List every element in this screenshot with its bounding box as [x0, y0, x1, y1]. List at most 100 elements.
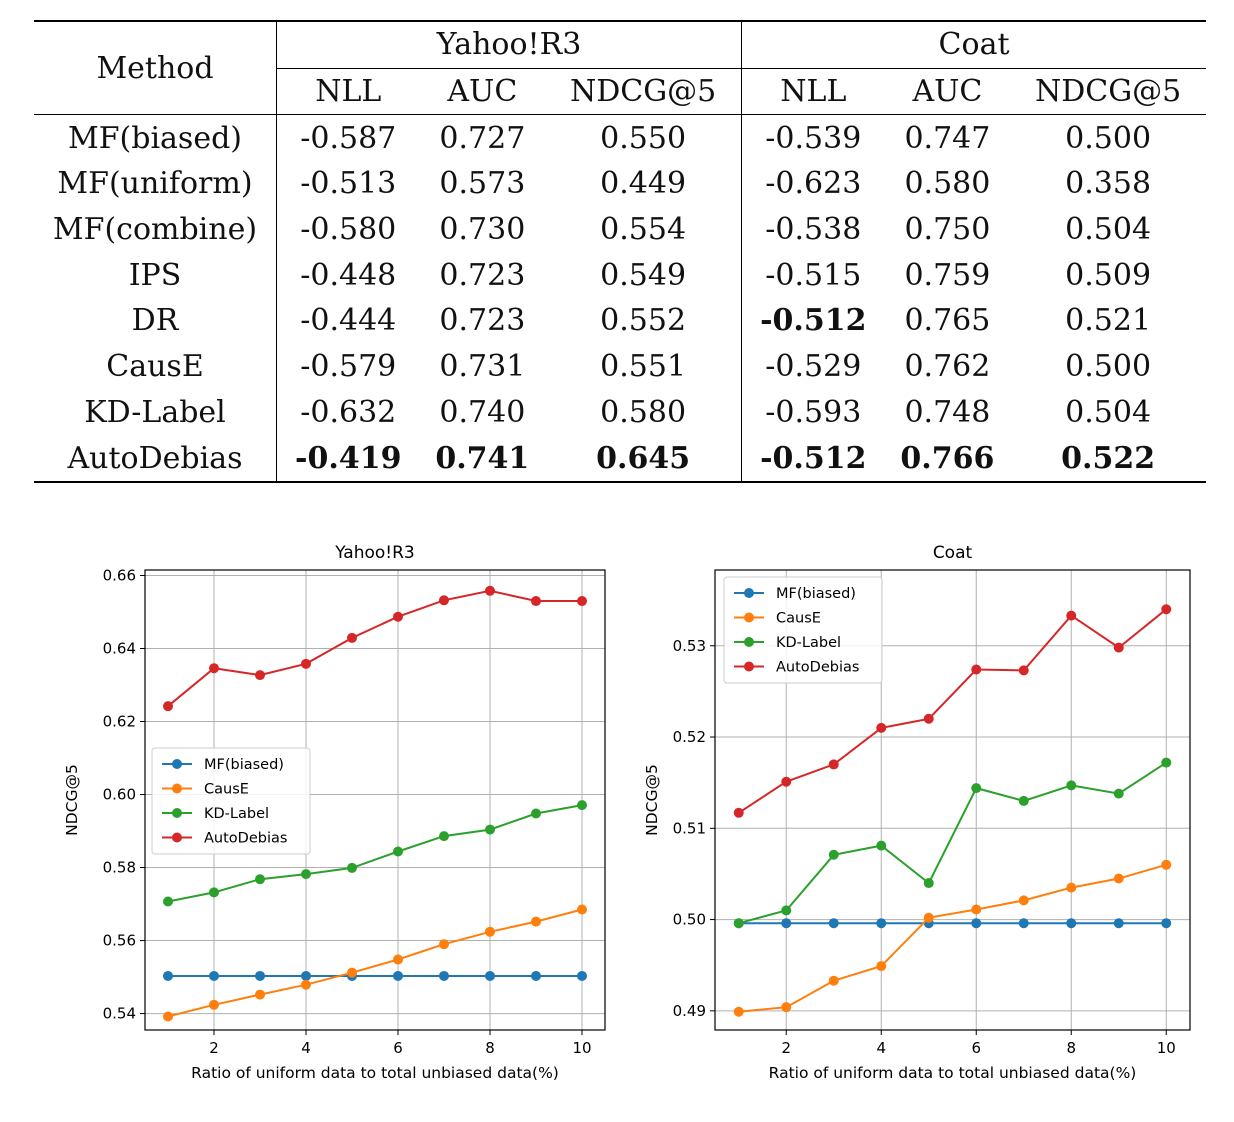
method-cell: IPS — [34, 252, 277, 299]
data-point — [347, 967, 357, 978]
data-point — [971, 664, 982, 675]
metric-header: NLL — [276, 68, 420, 116]
legend-label: AutoDebias — [776, 660, 859, 676]
metric-header: AUC — [884, 68, 1011, 116]
x-tick-label: 6 — [971, 1039, 981, 1057]
y-tick-label: 0.60 — [103, 786, 136, 804]
metric-header: NDCG@5 — [1010, 68, 1206, 116]
method-header: Method — [34, 20, 277, 116]
data-point — [577, 904, 587, 915]
x-tick-label: 6 — [393, 1039, 403, 1057]
method-cell: MF(combine) — [34, 206, 277, 253]
x-tick-label: 8 — [1066, 1039, 1076, 1057]
value-cell: -0.444 — [300, 303, 397, 339]
data-point — [1161, 918, 1172, 929]
legend-marker — [744, 612, 754, 623]
data-point — [828, 918, 839, 929]
data-point — [828, 975, 839, 986]
value-cell: 0.509 — [1065, 257, 1152, 293]
value-cell: 0.580 — [545, 389, 743, 436]
data-point — [347, 862, 357, 873]
data-point — [301, 970, 311, 981]
method-cell: MF(biased) — [34, 114, 277, 162]
results-table: Method Yahoo!R3 Coat NLL AUC NDCG@5 NLL … — [34, 19, 1206, 483]
value-cell: 0.551 — [545, 343, 743, 390]
legend-label: AutoDebias — [204, 831, 287, 847]
data-point — [733, 1006, 744, 1017]
value-cell: 0.500 — [1065, 349, 1152, 385]
value-cell: -0.512 — [741, 435, 885, 483]
value-cell: 0.358 — [1065, 166, 1152, 202]
y-axis-label: NDCG@5 — [63, 764, 81, 836]
data-point — [1161, 604, 1172, 615]
x-tick-label: 10 — [1157, 1039, 1176, 1057]
data-point — [209, 887, 219, 898]
table-row: MF(biased) -0.587 0.727 0.550 -0.539 0.747 0.5… — [34, 114, 1206, 162]
value-cell: 0.750 — [904, 212, 991, 248]
value-cell: 0.740 — [439, 394, 526, 430]
data-point — [1066, 882, 1077, 893]
results-table-wrapper: Method Yahoo!R3 Coat NLL AUC NDCG@5 NLL … — [34, 19, 1206, 483]
value-cell: 0.573 — [439, 166, 526, 202]
value-cell: 0.550 — [545, 114, 743, 162]
value-cell: 0.727 — [439, 120, 526, 156]
data-point — [439, 939, 449, 950]
series-line — [738, 761, 1167, 925]
method-cell: MF(uniform) — [34, 161, 277, 207]
data-point — [1066, 610, 1077, 621]
x-tick-label: 8 — [485, 1039, 495, 1057]
value-cell: -0.513 — [300, 166, 397, 202]
data-point — [393, 846, 403, 857]
series-line — [738, 863, 1167, 1013]
value-cell: -0.419 — [276, 435, 420, 483]
data-point — [485, 970, 495, 981]
value-cell: 0.580 — [904, 166, 991, 202]
plot-frame — [714, 569, 1191, 1031]
data-point — [485, 926, 495, 937]
data-point — [347, 632, 357, 643]
value-cell: 0.730 — [439, 212, 526, 248]
data-point — [531, 916, 541, 927]
value-cell: 0.504 — [1065, 394, 1152, 430]
y-tick-label: 0.64 — [103, 639, 136, 657]
value-cell: 0.762 — [904, 349, 991, 385]
data-point — [1066, 918, 1077, 929]
group-header-yahoo: Yahoo!R3 — [276, 19, 743, 69]
value-cell: 0.449 — [545, 161, 743, 207]
legend-box — [151, 747, 311, 855]
data-point — [163, 1011, 173, 1022]
data-point — [1161, 757, 1172, 768]
legend-label: MF(biased) — [204, 757, 284, 773]
method-cell: KD-Label — [34, 389, 277, 436]
value-cell: -0.539 — [765, 120, 862, 156]
data-point — [577, 970, 587, 981]
data-point — [255, 670, 265, 681]
data-point — [209, 970, 219, 981]
data-point — [531, 808, 541, 819]
legend-marker — [172, 808, 182, 818]
data-point — [923, 878, 934, 889]
value-cell: 0.759 — [904, 257, 991, 293]
method-cell: CausE — [34, 343, 277, 390]
data-point — [733, 918, 744, 929]
y-tick-label: 0.66 — [103, 566, 136, 584]
data-point — [971, 918, 982, 929]
y-tick-label: 0.54 — [103, 1005, 136, 1023]
value-cell: -0.632 — [300, 394, 397, 430]
value-cell: 0.723 — [439, 257, 526, 293]
data-point — [301, 658, 311, 669]
y-tick-label: 0.52 — [673, 728, 706, 746]
y-tick-label: 0.50 — [673, 911, 706, 929]
data-point — [876, 961, 887, 972]
table-row: AutoDebias -0.419 0.741 0.645 -0.512 0.766 0.5… — [34, 435, 1206, 483]
group-header-coat: Coat — [741, 19, 1206, 69]
data-point — [1018, 918, 1029, 929]
method-cell: AutoDebias — [34, 435, 277, 483]
data-point — [255, 874, 265, 885]
value-cell: -0.587 — [300, 120, 397, 156]
legend-label: CausE — [204, 782, 249, 798]
legend: MF(biased) CausE KD-Label AutoDebias — [151, 747, 311, 855]
value-cell: 0.522 — [1010, 435, 1206, 483]
data-point — [1018, 665, 1029, 676]
chart-coat: Coat 2 4 6 8 10 0.49 0.50 0.51 0.52 0.53 Ratio of u… — [640, 535, 1220, 1095]
